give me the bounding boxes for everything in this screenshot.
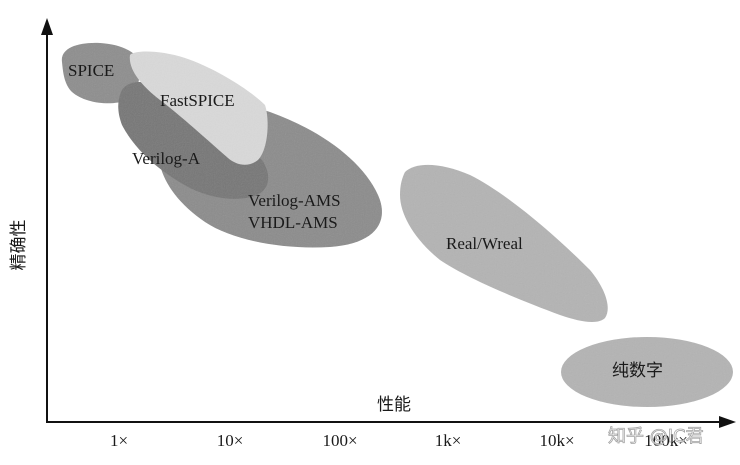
region-real-wreal: [400, 164, 608, 322]
region-pure-digital: [561, 337, 733, 407]
region-verilog-a: [118, 81, 269, 199]
label-verilog-ams: Verilog-AMS: [248, 191, 341, 210]
y-axis-label: 精确性: [9, 220, 29, 271]
x-tick-100kx: 100k×: [644, 431, 688, 450]
watermark-text: 知乎 @IC君: [608, 426, 704, 447]
y-axis-arrow-icon: [41, 18, 53, 35]
region-verilog-a-shape: [118, 81, 269, 199]
label-fastspice: FastSPICE: [160, 91, 235, 110]
region-fastspice: [129, 51, 268, 165]
x-axis-label: 性能: [377, 395, 411, 415]
label-pure-digital: 纯数字: [612, 361, 663, 381]
x-tick-10x: 10×: [217, 431, 244, 450]
x-tick-100x: 100×: [322, 431, 357, 450]
region-real-wreal-shape: [400, 164, 608, 322]
x-tick-10kx: 10k×: [539, 431, 574, 450]
x-tick-1kx: 1k×: [435, 431, 462, 450]
label-verilog-a: Verilog-A: [132, 149, 201, 168]
region-fastspice-shape: [129, 51, 268, 165]
x-axis-arrow-icon: [719, 416, 736, 428]
label-spice: SPICE: [68, 61, 114, 80]
label-vhdl-ams: VHDL-AMS: [248, 213, 338, 232]
region-pure-digital-shape: [561, 337, 733, 407]
x-tick-1x: 1×: [110, 431, 128, 450]
label-real-wreal: Real/Wreal: [446, 234, 523, 253]
x-axis: 性能 1× 10× 100× 1k× 10k× 100k×: [46, 395, 736, 450]
region-spice: [61, 42, 140, 104]
region-spice-shape: [61, 42, 140, 104]
y-axis: 精确性: [9, 18, 53, 422]
